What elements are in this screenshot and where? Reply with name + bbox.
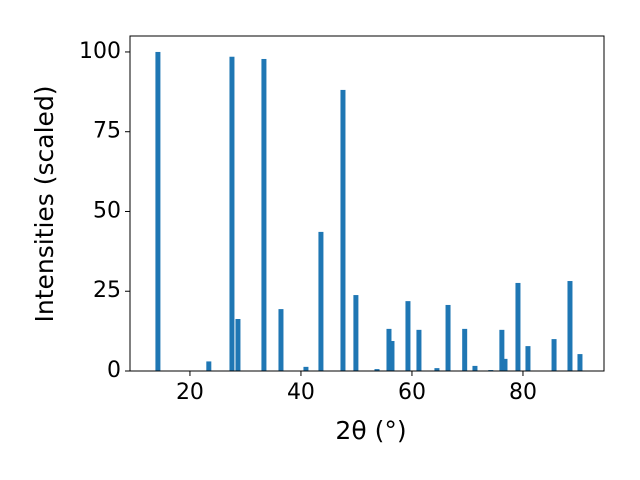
bar xyxy=(434,368,440,371)
bar xyxy=(206,361,212,371)
bar xyxy=(155,51,161,371)
bar xyxy=(318,231,324,371)
y-tick-label: 25 xyxy=(93,278,121,303)
bar xyxy=(235,318,241,371)
x-tick-label: 60 xyxy=(398,380,426,405)
bar xyxy=(229,56,235,371)
bar xyxy=(462,328,468,371)
bar xyxy=(353,295,359,371)
y-axis-label: Intensities (scaled) xyxy=(30,85,59,322)
x-tick-label: 20 xyxy=(176,380,204,405)
bar xyxy=(445,304,451,371)
bar xyxy=(303,366,309,371)
bar xyxy=(567,281,573,371)
bar xyxy=(389,341,395,371)
bar xyxy=(515,282,521,371)
bar xyxy=(416,329,422,371)
plot-frame xyxy=(129,35,605,372)
bar xyxy=(340,89,346,372)
y-tick-label: 0 xyxy=(107,358,121,383)
bar xyxy=(502,358,508,371)
y-tick-label: 75 xyxy=(93,119,121,144)
bar xyxy=(551,339,557,371)
bar xyxy=(261,58,267,371)
bar xyxy=(577,354,583,371)
x-axis-label: 2θ (°) xyxy=(335,416,406,445)
bar xyxy=(405,301,411,371)
y-tick-label: 50 xyxy=(93,198,121,223)
bar xyxy=(374,369,380,371)
x-tick-label: 40 xyxy=(287,380,315,405)
bar xyxy=(525,346,531,371)
bar xyxy=(499,329,505,371)
x-tick-label: 80 xyxy=(509,380,537,405)
bar xyxy=(278,309,284,371)
y-tick-label: 100 xyxy=(79,39,121,64)
bar xyxy=(386,328,392,371)
bar xyxy=(472,365,478,371)
